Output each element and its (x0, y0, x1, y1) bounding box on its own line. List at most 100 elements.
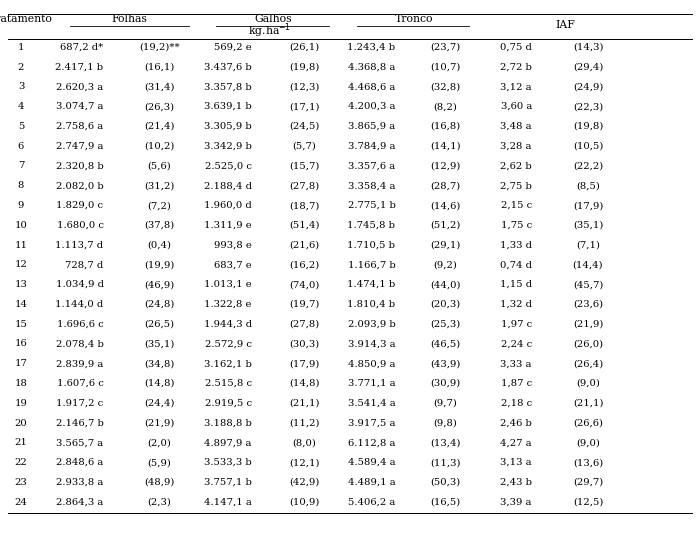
Text: 2.919,5 c: 2.919,5 c (205, 399, 252, 408)
Text: (22,3): (22,3) (573, 102, 603, 111)
Text: 1.144,0 d: 1.144,0 d (55, 300, 104, 309)
Text: 2,43 b: 2,43 b (500, 478, 532, 487)
Text: (5,9): (5,9) (148, 458, 172, 467)
Text: 2,18 c: 2,18 c (500, 399, 532, 408)
Text: 4.468,6 a: 4.468,6 a (348, 82, 395, 91)
Text: 3.784,9 a: 3.784,9 a (348, 141, 395, 151)
Text: (16,5): (16,5) (430, 497, 461, 507)
Text: 5.406,2 a: 5.406,2 a (348, 497, 395, 507)
Text: (16,2): (16,2) (289, 260, 320, 270)
Text: (9,7): (9,7) (433, 399, 457, 408)
Text: 2.747,9 a: 2.747,9 a (56, 141, 104, 151)
Text: (45,7): (45,7) (573, 280, 603, 289)
Text: 17: 17 (15, 359, 27, 368)
Text: (26,0): (26,0) (573, 339, 603, 349)
Text: (27,8): (27,8) (289, 320, 320, 329)
Text: 1.034,9 d: 1.034,9 d (55, 280, 104, 289)
Text: (10,9): (10,9) (289, 497, 320, 507)
Text: Tratamento: Tratamento (0, 14, 53, 24)
Text: 687,2 d*: 687,2 d* (60, 43, 104, 52)
Text: (21,4): (21,4) (144, 122, 175, 131)
Text: 2,75 b: 2,75 b (500, 181, 532, 190)
Text: 1,97 c: 1,97 c (500, 320, 532, 329)
Text: 3.162,1 b: 3.162,1 b (204, 359, 252, 368)
Text: 1.696,6 c: 1.696,6 c (57, 320, 104, 329)
Text: 10: 10 (15, 221, 27, 230)
Text: IAF: IAF (556, 19, 575, 30)
Text: (24,5): (24,5) (289, 122, 320, 131)
Text: 2.146,7 b: 2.146,7 b (56, 418, 104, 428)
Text: 7: 7 (18, 162, 24, 170)
Text: (11,2): (11,2) (289, 418, 320, 428)
Text: (13,6): (13,6) (573, 458, 603, 467)
Text: (9,0): (9,0) (576, 379, 600, 388)
Text: (26,4): (26,4) (573, 359, 603, 368)
Text: 0,75 d: 0,75 d (500, 43, 532, 52)
Text: 4: 4 (18, 102, 24, 111)
Text: 1,32 d: 1,32 d (500, 300, 532, 309)
Text: (12,3): (12,3) (289, 82, 320, 91)
Text: (26,6): (26,6) (573, 418, 603, 428)
Text: 19: 19 (15, 399, 27, 408)
Text: Galhos: Galhos (254, 14, 292, 24)
Text: (35,1): (35,1) (573, 221, 603, 230)
Text: 3,39 a: 3,39 a (500, 497, 532, 507)
Text: (27,8): (27,8) (289, 181, 320, 190)
Text: 683,7 e: 683,7 e (214, 260, 252, 270)
Text: 2.864,3 a: 2.864,3 a (56, 497, 104, 507)
Text: 1.944,3 d: 1.944,3 d (204, 320, 252, 329)
Text: 1.710,5 b: 1.710,5 b (347, 241, 395, 250)
Text: 3,28 a: 3,28 a (500, 141, 532, 151)
Text: (14,1): (14,1) (430, 141, 461, 151)
Text: (12,1): (12,1) (289, 458, 320, 467)
Text: 1.013,1 e: 1.013,1 e (204, 280, 252, 289)
Text: 2.525,0 c: 2.525,0 c (205, 162, 252, 170)
Text: (30,3): (30,3) (289, 339, 320, 349)
Text: (19,7): (19,7) (289, 300, 320, 309)
Text: (15,7): (15,7) (289, 162, 320, 170)
Text: 4.589,4 a: 4.589,4 a (348, 458, 395, 467)
Text: 569,2 e: 569,2 e (214, 43, 252, 52)
Text: (10,2): (10,2) (144, 141, 175, 151)
Text: (34,8): (34,8) (144, 359, 175, 368)
Text: 3.188,8 b: 3.188,8 b (204, 418, 252, 428)
Text: 2.093,9 b: 2.093,9 b (348, 320, 395, 329)
Text: 3.565,7 a: 3.565,7 a (56, 438, 104, 447)
Text: (21,6): (21,6) (289, 241, 320, 250)
Text: 1.745,8 b: 1.745,8 b (347, 221, 395, 230)
Text: 3.757,1 b: 3.757,1 b (204, 478, 252, 487)
Text: 2.188,4 d: 2.188,4 d (204, 181, 252, 190)
Text: 2,62 b: 2,62 b (500, 162, 532, 170)
Text: (17,9): (17,9) (289, 359, 320, 368)
Text: 6: 6 (18, 141, 24, 151)
Text: (51,4): (51,4) (289, 221, 320, 230)
Text: (14,8): (14,8) (144, 379, 175, 388)
Text: 1.810,4 b: 1.810,4 b (347, 300, 395, 309)
Text: (2,3): (2,3) (148, 497, 172, 507)
Text: 3.917,5 a: 3.917,5 a (348, 418, 395, 428)
Text: 2.417,1 b: 2.417,1 b (55, 62, 104, 72)
Text: (32,8): (32,8) (430, 82, 461, 91)
Text: (51,2): (51,2) (430, 221, 461, 230)
Text: 24: 24 (15, 497, 27, 507)
Text: (42,9): (42,9) (289, 478, 320, 487)
Text: (5,6): (5,6) (148, 162, 172, 170)
Text: (23,6): (23,6) (573, 300, 603, 309)
Text: 3.074,7 a: 3.074,7 a (56, 102, 104, 111)
Text: 1.311,9 e: 1.311,9 e (204, 221, 252, 230)
Text: (26,3): (26,3) (144, 102, 175, 111)
Text: 2.758,6 a: 2.758,6 a (56, 122, 104, 131)
Text: (21,1): (21,1) (289, 399, 320, 408)
Text: 1.607,6 c: 1.607,6 c (57, 379, 104, 388)
Text: 3.639,1 b: 3.639,1 b (204, 102, 252, 111)
Text: 4.897,9 a: 4.897,9 a (204, 438, 252, 447)
Text: 12: 12 (15, 260, 27, 270)
Text: 728,7 d: 728,7 d (65, 260, 104, 270)
Text: 15: 15 (15, 320, 27, 329)
Text: 3.357,6 a: 3.357,6 a (348, 162, 395, 170)
Text: (14,4): (14,4) (573, 260, 603, 270)
Text: 2,72 b: 2,72 b (500, 62, 532, 72)
Text: (8,0): (8,0) (293, 438, 316, 447)
Text: 3,12 a: 3,12 a (500, 82, 532, 91)
Text: 2.933,8 a: 2.933,8 a (56, 478, 104, 487)
